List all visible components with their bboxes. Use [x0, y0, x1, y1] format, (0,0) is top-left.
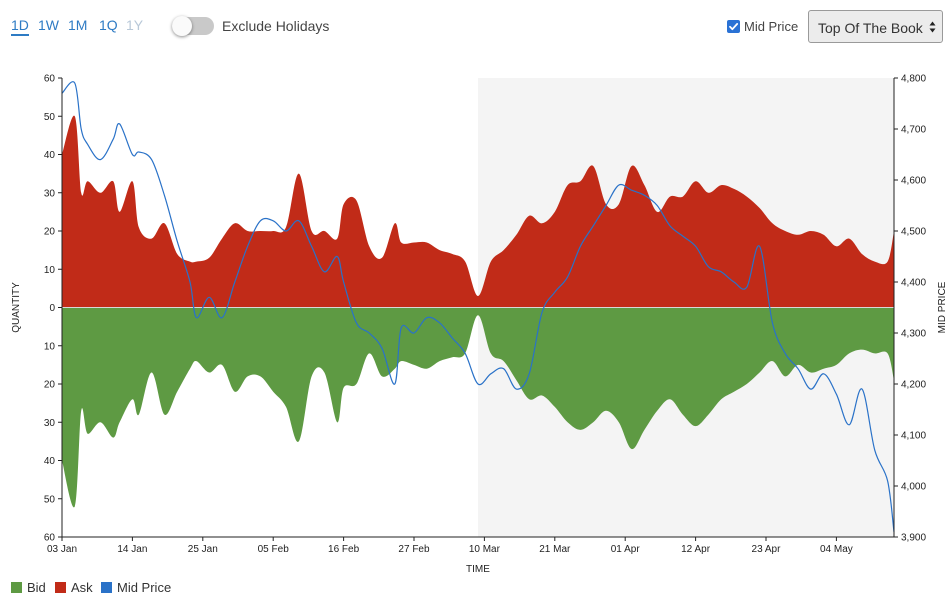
left-tick-label: 60 — [44, 533, 56, 544]
right-axis: 4,800 4,700 4,600 4,500 4,400 4,300 4,200 4,100… — [893, 74, 926, 544]
left-tick-label: 10 — [44, 341, 56, 352]
left-tick-label: 50 — [44, 112, 56, 123]
x-tick-label: 10 Mar — [469, 544, 501, 555]
left-tick-label: 30 — [44, 418, 56, 429]
left-tick-label: 60 — [44, 74, 56, 85]
right-tick-label: 4,600 — [901, 176, 926, 187]
toolbar: 1D 1W 1M 1Q 1Y Exclude Holidays Mid Pric… — [0, 0, 950, 50]
left-axis: 60 50 40 30 20 10 0 10 20 30 40 50 60 — [44, 74, 63, 544]
right-tick-label: 4,400 — [901, 278, 926, 289]
ask-area — [62, 115, 894, 308]
legend-item-ask[interactable]: Ask — [55, 580, 93, 595]
legend-item-bid[interactable]: Bid — [11, 580, 46, 595]
mid-price-checkbox[interactable] — [727, 20, 740, 33]
legend-label-mid-price: Mid Price — [117, 580, 172, 595]
legend-swatch-mid-price — [101, 582, 112, 593]
exclude-holidays-label: Exclude Holidays — [222, 18, 330, 34]
left-tick-label: 20 — [44, 380, 56, 391]
range-tab-1q[interactable]: 1Q — [99, 17, 118, 33]
right-tick-label: 4,000 — [901, 482, 926, 493]
range-tab-1d[interactable]: 1D — [11, 17, 29, 36]
range-tab-1y: 1Y — [126, 17, 144, 33]
right-tick-label: 4,100 — [901, 431, 926, 442]
x-tick-label: 12 Apr — [681, 544, 711, 555]
right-tick-label: 3,900 — [901, 533, 926, 544]
x-tick-label: 04 May — [820, 544, 853, 555]
x-tick-label: 23 Apr — [752, 544, 782, 555]
exclude-holidays-toggle[interactable] — [172, 16, 214, 36]
mid-price-line — [61, 81, 895, 532]
x-tick-label: 05 Feb — [258, 544, 290, 555]
left-tick-label: 20 — [44, 227, 56, 238]
legend-label-bid: Bid — [27, 580, 46, 595]
x-tick-label: 21 Mar — [539, 544, 571, 555]
legend-label-ask: Ask — [71, 580, 93, 595]
chevron-up-down-icon — [929, 21, 936, 33]
right-tick-label: 4,300 — [901, 329, 926, 340]
x-tick-label: 27 Feb — [398, 544, 430, 555]
x-tick-label: 14 Jan — [117, 544, 147, 555]
x-tick-label: 25 Jan — [188, 544, 218, 555]
quantity-price-chart: 60 50 40 30 20 10 0 10 20 30 40 50 60 4,800 4,700 4,60… — [11, 74, 948, 576]
range-tab-1w[interactable]: 1W — [38, 17, 59, 33]
mid-price-label: Mid Price — [744, 19, 799, 34]
bid-area — [62, 307, 894, 508]
legend-item-mid-price[interactable]: Mid Price — [101, 580, 171, 595]
legend-swatch-bid — [11, 582, 22, 593]
left-tick-label: 50 — [44, 494, 56, 505]
left-tick-label: 0 — [49, 303, 55, 314]
order-book-select[interactable]: Top Of The Book — [808, 10, 943, 43]
checkmark-icon — [729, 23, 739, 31]
left-tick-label: 40 — [44, 456, 56, 467]
y-axis-label-mid-price: MID PRICE — [937, 281, 948, 333]
x-axis: 03 Jan 14 Jan 25 Jan 05 Feb 16 Feb 27 Feb 10 M… — [47, 536, 894, 555]
left-tick-label: 40 — [44, 150, 56, 161]
y-axis-label-quantity: QUANTITY — [11, 282, 22, 333]
right-tick-label: 4,200 — [901, 380, 926, 391]
x-tick-label: 03 Jan — [47, 544, 77, 555]
right-tick-label: 4,800 — [901, 74, 926, 85]
legend-swatch-ask — [55, 582, 66, 593]
x-axis-label: TIME — [466, 564, 490, 575]
order-book-select-value: Top Of The Book — [818, 20, 923, 36]
range-tab-1m[interactable]: 1M — [68, 17, 88, 33]
left-tick-label: 30 — [44, 188, 56, 199]
right-tick-label: 4,500 — [901, 227, 926, 238]
x-tick-label: 16 Feb — [328, 544, 360, 555]
x-tick-label: 01 Apr — [611, 544, 641, 555]
toggle-knob — [172, 16, 192, 36]
right-tick-label: 4,700 — [901, 125, 926, 136]
left-tick-label: 10 — [44, 265, 56, 276]
